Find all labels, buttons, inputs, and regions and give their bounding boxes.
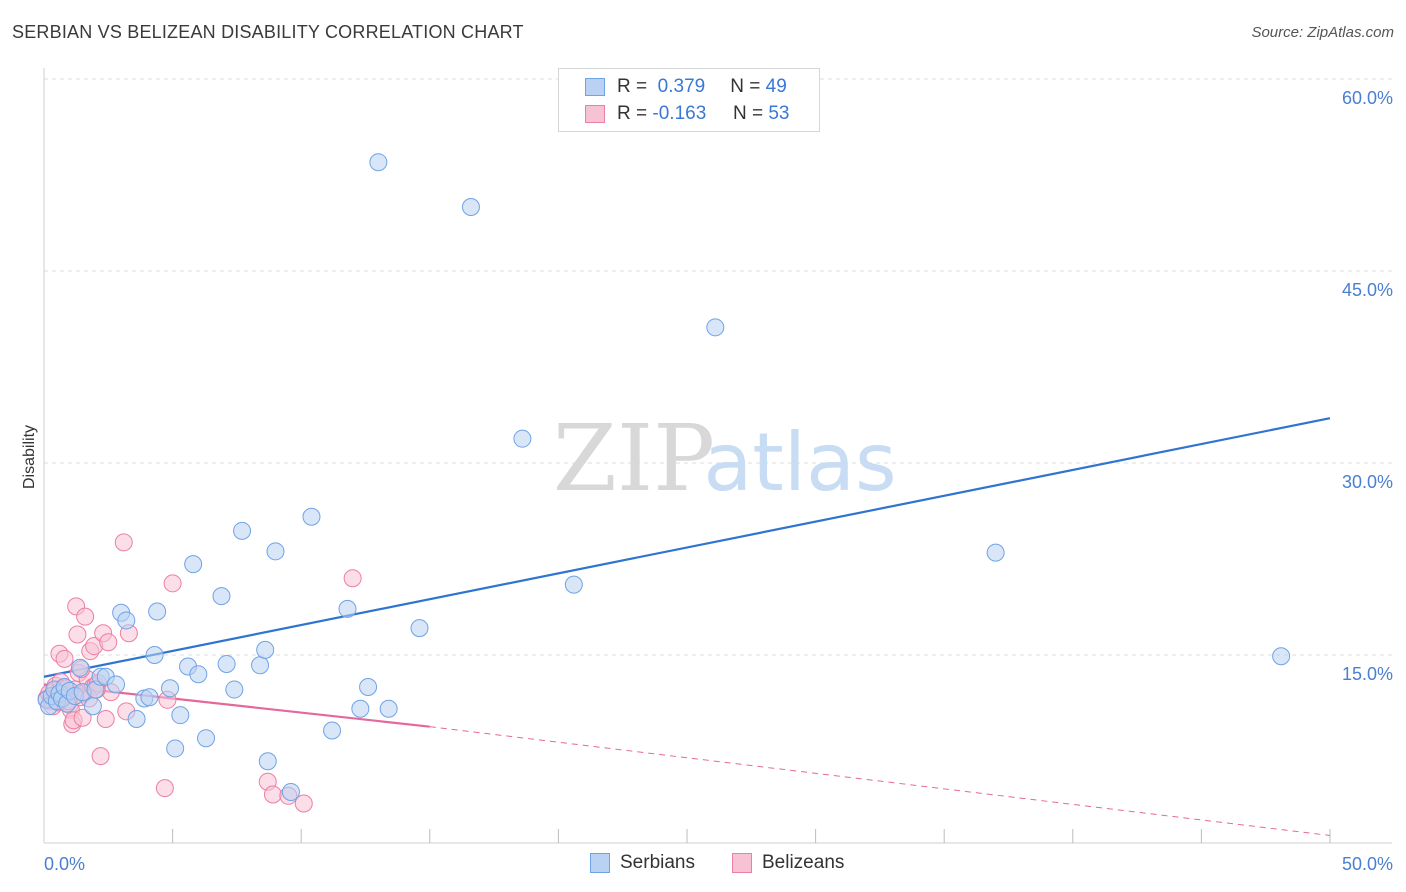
y-tick-label-3: 60.0%: [1342, 88, 1393, 108]
trendline-belizeans-2: [429, 726, 1331, 836]
serbians-point-47: [379, 699, 398, 718]
serbians-point-13: [83, 697, 102, 716]
watermark-atlas: atlas: [703, 416, 896, 509]
serbians-point-40: [281, 782, 300, 801]
serbians-point-38: [258, 752, 277, 771]
belizeans-point-42: [343, 569, 362, 588]
belizeans-point-27: [91, 747, 110, 766]
serbians-point-33: [217, 654, 236, 673]
serbians-point-23: [145, 646, 164, 664]
serbians-point-53: [986, 543, 1005, 562]
serbians-point-46: [369, 153, 388, 172]
belizeans-point-29: [96, 710, 115, 728]
belizeans-point-20: [76, 607, 95, 626]
serbians-point-37: [256, 640, 275, 659]
serbians-point-35: [233, 521, 252, 540]
serbians-points: [37, 153, 1291, 801]
serbians-point-31: [197, 729, 216, 748]
axes: [43, 68, 1392, 844]
y-axis-label: Disability: [21, 425, 38, 489]
serbians-point-45: [359, 678, 378, 696]
serbians-point-32: [212, 587, 231, 606]
serbians-point-27: [171, 706, 190, 725]
serbians-point-26: [166, 739, 185, 758]
serbians-point-44: [351, 699, 370, 718]
bottom-legend-serbians: Serbians: [590, 852, 695, 874]
legend-row-serbians: R = 0.379 N = 49: [585, 75, 787, 99]
belizeans-point-39: [263, 785, 282, 804]
belizeans-point-15: [68, 625, 87, 644]
watermark: ZIP atlas: [553, 405, 897, 512]
serbians-point-43: [338, 599, 357, 618]
chart-title: SERBIAN VS BELIZEAN DISABILITY CORRELATI…: [12, 22, 524, 42]
legend-n-serbians: 49: [765, 76, 787, 97]
serbians-point-51: [564, 575, 583, 594]
legend: R = 0.379 N = 49 R = -0.163 N = 53: [558, 68, 820, 132]
belizeans-point-18: [73, 708, 92, 727]
x-tick-label-0: 0.0%: [44, 854, 85, 874]
serbians-point-30: [189, 665, 208, 684]
belizeans-point-37: [163, 574, 182, 593]
belizeans-point-30: [99, 633, 118, 652]
grid-lines: [44, 78, 1392, 656]
belizeans-point-32: [114, 533, 133, 552]
belizeans-point-7: [55, 649, 74, 668]
serbians-point-19: [117, 611, 136, 630]
trendline-serbians-0: [43, 417, 1331, 678]
serbians-point-42: [323, 721, 342, 740]
serbians-point-24: [148, 602, 167, 621]
serbians-point-54: [1272, 647, 1291, 666]
serbians-point-11: [71, 658, 90, 677]
serbians-swatch: [585, 78, 605, 96]
serbians-point-41: [302, 507, 321, 526]
belizeans-point-41: [294, 794, 313, 813]
legend-r-serbians: 0.379: [657, 76, 706, 97]
bottom-legend-belizeans: Belizeans: [732, 852, 844, 874]
bottom-belizeans-label: Belizeans: [762, 852, 845, 873]
belizeans-point-35: [155, 779, 174, 798]
serbians-point-39: [266, 542, 285, 561]
legend-row-belizeans: R = -0.163 N = 53: [585, 102, 789, 126]
serbians-point-52: [706, 318, 725, 337]
chart-source: Source: ZipAtlas.com: [1251, 24, 1394, 41]
legend-r-label-belizeans: R =: [617, 103, 648, 124]
y-tick-label-2: 45.0%: [1342, 280, 1393, 300]
serbians-point-20: [127, 710, 146, 728]
serbians-point-48: [410, 619, 429, 638]
serbians-point-17: [107, 675, 126, 694]
serbians-point-22: [140, 688, 159, 707]
bottom-serbians-swatch: [590, 853, 610, 873]
legend-n-belizeans: 53: [768, 103, 790, 124]
belizeans-swatch: [585, 105, 605, 123]
watermark-zip: ZIP: [553, 405, 715, 512]
serbians-point-49: [461, 198, 480, 216]
serbians-point-25: [161, 679, 180, 698]
legend-r-label-serbians: R =: [617, 76, 648, 97]
bottom-serbians-label: Serbians: [620, 852, 695, 873]
bottom-belizeans-swatch: [732, 853, 752, 873]
legend-n-label-serbians: N =: [730, 76, 761, 97]
legend-n-label-belizeans: N =: [732, 103, 764, 124]
serbians-point-36: [251, 656, 270, 675]
serbians-point-29: [184, 555, 203, 574]
tick-labels: 15.0% 30.0% 45.0% 60.0% 0.0% 50.0%: [44, 88, 1393, 874]
x-tick-label-1: 50.0%: [1342, 854, 1393, 874]
y-tick-label-1: 30.0%: [1342, 472, 1393, 492]
y-tick-label-0: 15.0%: [1342, 664, 1393, 684]
serbians-point-34: [225, 680, 244, 699]
legend-r-belizeans: -0.163: [652, 103, 707, 124]
serbians-point-50: [513, 429, 532, 448]
